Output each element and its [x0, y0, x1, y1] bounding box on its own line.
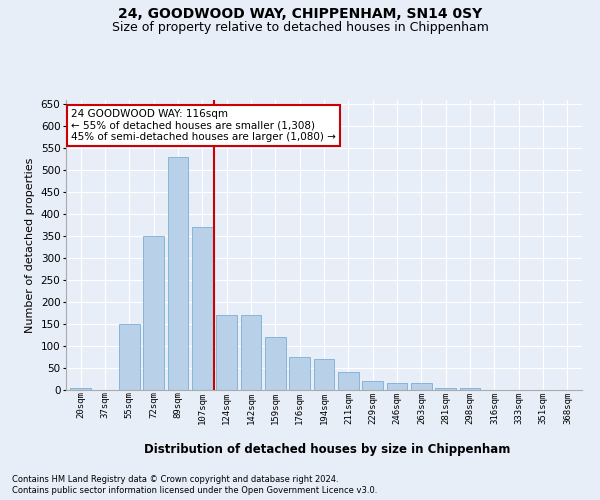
Bar	[265, 338, 286, 390]
Bar	[386, 384, 407, 390]
Text: 24 GOODWOOD WAY: 116sqm
← 55% of detached houses are smaller (1,308)
45% of semi: 24 GOODWOOD WAY: 116sqm ← 55% of detache…	[71, 108, 336, 142]
Y-axis label: Number of detached properties: Number of detached properties	[25, 158, 35, 332]
Text: Contains HM Land Registry data © Crown copyright and database right 2024.: Contains HM Land Registry data © Crown c…	[12, 475, 338, 484]
Bar	[411, 384, 432, 390]
Bar	[338, 372, 359, 390]
Bar	[143, 236, 164, 390]
Bar	[460, 388, 481, 390]
Text: Distribution of detached houses by size in Chippenham: Distribution of detached houses by size …	[144, 442, 510, 456]
Bar	[241, 316, 262, 390]
Bar	[167, 157, 188, 390]
Text: 24, GOODWOOD WAY, CHIPPENHAM, SN14 0SY: 24, GOODWOOD WAY, CHIPPENHAM, SN14 0SY	[118, 8, 482, 22]
Bar	[314, 359, 334, 390]
Bar	[70, 388, 91, 390]
Text: Contains public sector information licensed under the Open Government Licence v3: Contains public sector information licen…	[12, 486, 377, 495]
Bar	[362, 381, 383, 390]
Bar	[289, 357, 310, 390]
Bar	[192, 228, 212, 390]
Bar	[216, 316, 237, 390]
Bar	[436, 388, 456, 390]
Bar	[119, 324, 140, 390]
Text: Size of property relative to detached houses in Chippenham: Size of property relative to detached ho…	[112, 21, 488, 34]
